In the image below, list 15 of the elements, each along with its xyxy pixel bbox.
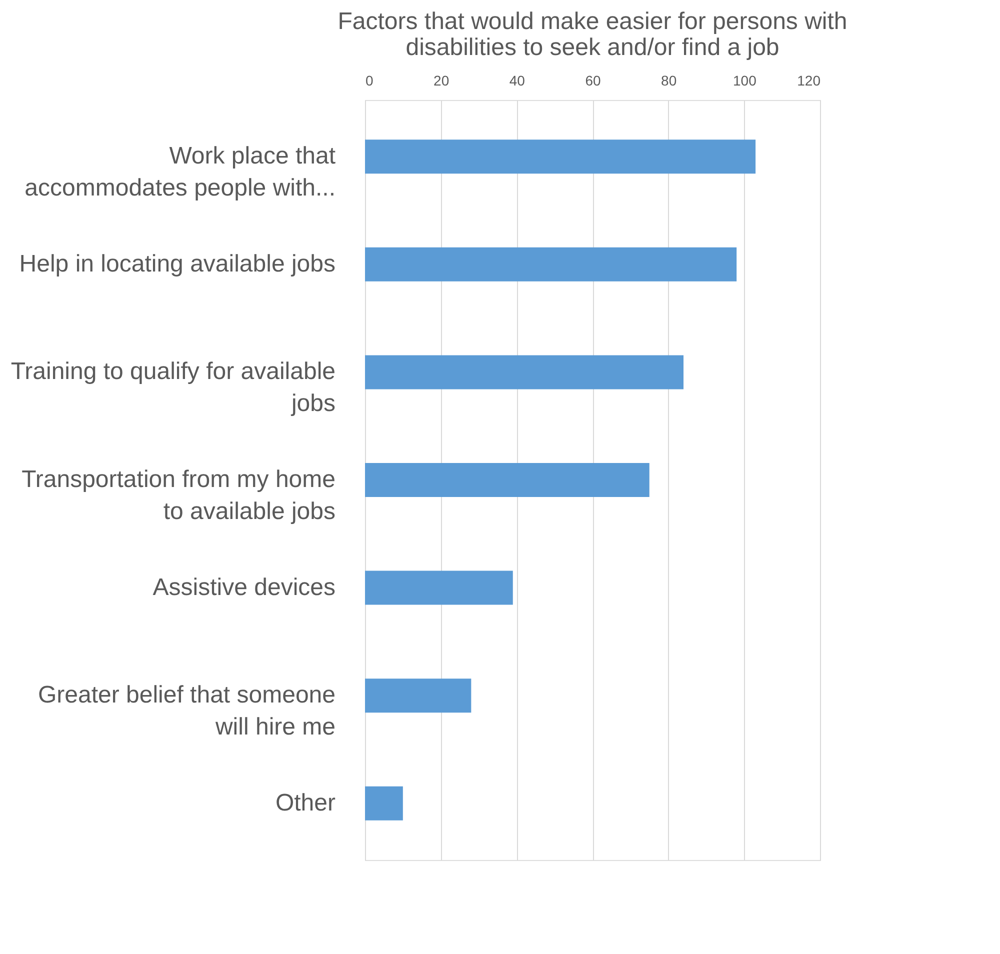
chart-title: Factors that would make easier for persons with disabilities to seek and/or find a job [338, 8, 848, 61]
y-tick-label: Transportation from my home to available jobs [22, 466, 336, 525]
x-tick-label: 60 [585, 72, 601, 88]
x-tick-label: 100 [732, 72, 757, 88]
y-tick-label: Training to qualify for available jobs [10, 358, 336, 418]
y-tick-label: Greater belief that someone will hire me [38, 682, 336, 741]
y-tick-label: Work place that accommodates people with... [24, 142, 336, 202]
x-tick-label: 20 [434, 72, 450, 88]
y-tick-label: Help in locating available jobs [19, 250, 336, 278]
x-tick-label: 40 [509, 72, 526, 88]
x-tick-label: 0 [366, 72, 374, 88]
x-tick-label: 80 [661, 72, 677, 88]
x-tick-label: 120 [797, 72, 821, 88]
y-tick-label: Assistive devices [152, 574, 336, 601]
y-tick-label: Other [275, 789, 336, 816]
